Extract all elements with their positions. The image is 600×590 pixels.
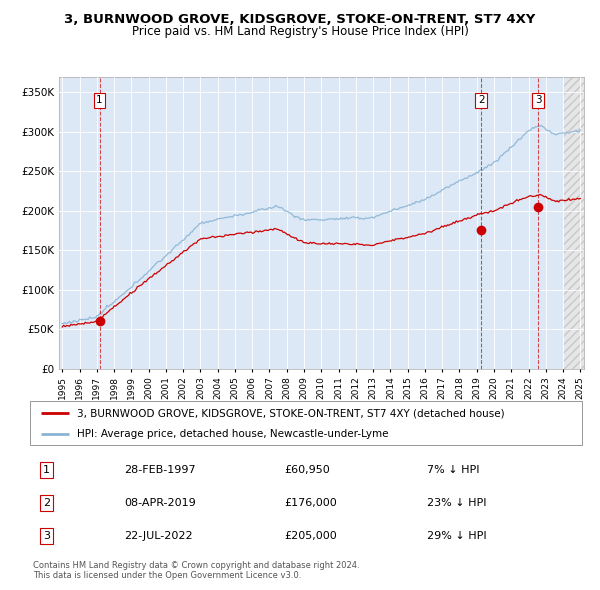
Text: Contains HM Land Registry data © Crown copyright and database right 2024.: Contains HM Land Registry data © Crown c… [33, 560, 359, 569]
Text: 23% ↓ HPI: 23% ↓ HPI [427, 498, 487, 508]
Text: 22-JUL-2022: 22-JUL-2022 [124, 531, 193, 541]
FancyBboxPatch shape [30, 401, 582, 445]
Text: 08-APR-2019: 08-APR-2019 [124, 498, 196, 508]
Text: 3: 3 [43, 531, 50, 541]
Bar [563, 77, 589, 369]
Bar [563, 77, 589, 369]
Text: 1: 1 [43, 465, 50, 475]
Text: 29% ↓ HPI: 29% ↓ HPI [427, 531, 487, 541]
Text: 3, BURNWOOD GROVE, KIDSGROVE, STOKE-ON-TRENT, ST7 4XY (detached house): 3, BURNWOOD GROVE, KIDSGROVE, STOKE-ON-T… [77, 408, 505, 418]
Text: £205,000: £205,000 [284, 531, 337, 541]
Text: 28-FEB-1997: 28-FEB-1997 [124, 465, 196, 475]
Text: HPI: Average price, detached house, Newcastle-under-Lyme: HPI: Average price, detached house, Newc… [77, 428, 388, 438]
Text: 2: 2 [43, 498, 50, 508]
Text: 3, BURNWOOD GROVE, KIDSGROVE, STOKE-ON-TRENT, ST7 4XY: 3, BURNWOOD GROVE, KIDSGROVE, STOKE-ON-T… [64, 13, 536, 26]
Text: This data is licensed under the Open Government Licence v3.0.: This data is licensed under the Open Gov… [33, 571, 301, 580]
Text: £176,000: £176,000 [284, 498, 337, 508]
Text: £60,950: £60,950 [284, 465, 329, 475]
Text: 2: 2 [478, 96, 485, 106]
Text: 3: 3 [535, 96, 541, 106]
Text: Price paid vs. HM Land Registry's House Price Index (HPI): Price paid vs. HM Land Registry's House … [131, 25, 469, 38]
Text: 1: 1 [96, 96, 103, 106]
Text: 7% ↓ HPI: 7% ↓ HPI [427, 465, 480, 475]
